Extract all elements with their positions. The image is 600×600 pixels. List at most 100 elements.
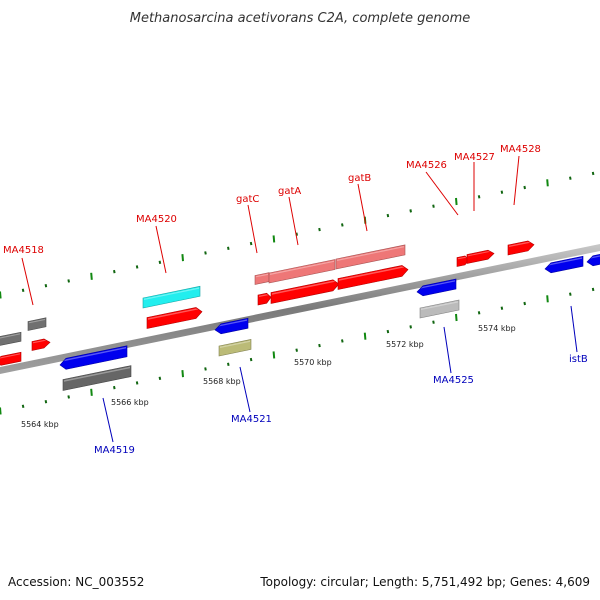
gene-label-gatc: gatC — [236, 194, 259, 205]
upper-scale-tick — [569, 176, 572, 180]
gene-feature-arrow[interactable] — [416, 278, 457, 297]
lower-scale-tick — [318, 343, 321, 348]
gene-feature-arrow[interactable] — [218, 339, 252, 357]
upper-scale-tick — [21, 288, 25, 293]
gene-feature-highlight — [548, 257, 582, 266]
gene-label-ma4527: MA4527 — [454, 152, 495, 163]
leader-ma4525 — [443, 326, 452, 374]
lower-scale-tick — [500, 306, 504, 310]
lower-scale-tick — [0, 407, 2, 415]
gene-feature-arrow[interactable] — [214, 317, 249, 335]
leader-ma4526 — [425, 171, 459, 216]
lower-scale-tick — [181, 370, 184, 378]
lower-scale-tick — [113, 385, 116, 390]
gene-feature-highlight — [218, 319, 247, 327]
lower-scale-tick — [158, 376, 162, 380]
gene-feature-highlight — [259, 294, 269, 297]
leader-ma4518 — [21, 257, 34, 306]
gene-label-ma4526: MA4526 — [406, 160, 447, 171]
leader-gata — [288, 196, 299, 246]
gene-feature-arrow[interactable] — [59, 345, 128, 370]
lower-scale-tick — [341, 339, 344, 343]
gene-feature-arrow[interactable] — [0, 331, 22, 346]
gene-feature-highlight — [0, 353, 20, 359]
gene-feature-arrow[interactable] — [31, 338, 51, 351]
lower-scale-tick — [204, 367, 207, 371]
gene-feature-highlight — [29, 319, 45, 324]
lower-scale-tick — [363, 332, 367, 340]
gene-feature-arrow[interactable] — [586, 253, 600, 267]
gene-feature-arrow[interactable] — [27, 317, 47, 331]
upper-scale-tick — [227, 246, 230, 250]
lower-scale-tick — [227, 362, 230, 366]
gene-feature-arrow[interactable] — [337, 265, 409, 290]
gene-feature-highlight — [33, 340, 47, 344]
gene-feature-arrow[interactable] — [544, 255, 584, 274]
gene-feature-arrow[interactable] — [142, 285, 201, 309]
upper-scale-tick — [432, 204, 435, 208]
lower-scale-tick — [569, 292, 572, 296]
gene-feature-highlight — [468, 251, 491, 257]
upper-scale-tick — [546, 179, 549, 187]
gene-feature-highlight — [144, 287, 199, 300]
scale-label-5570: 5570 kbp — [294, 358, 332, 367]
scale-label-5574: 5574 kbp — [478, 324, 516, 333]
gene-label-ma4518: MA4518 — [3, 245, 44, 256]
forward-gene-labels: MA4518 MA4520 gatC gatA gatB MA4526 MA45… — [3, 144, 541, 256]
lower-scale-tick — [409, 325, 412, 329]
gene-feature-arrow[interactable] — [268, 259, 336, 284]
lower-scale-tick — [455, 313, 458, 322]
map-title: Methanosarcina acetivorans C2A, complete… — [130, 11, 471, 26]
gene-label-ma4528: MA4528 — [500, 144, 541, 155]
lower-scale-tick — [44, 399, 48, 404]
leader-gatb — [357, 183, 368, 232]
upper-scale-tick — [341, 223, 344, 227]
upper-scale-tick — [0, 291, 2, 299]
upper-scale-tick — [295, 232, 298, 236]
gene-label-ma4519: MA4519 — [94, 445, 135, 456]
gene-feature-arrow[interactable] — [0, 351, 22, 366]
upper-scale-tick — [135, 265, 139, 269]
leader-ma4521 — [239, 366, 251, 413]
gene-label-gata: gatA — [278, 186, 301, 197]
genome-summary: Topology: circular; Length: 5,751,492 bp… — [259, 575, 590, 589]
upper-scale-tick — [272, 235, 276, 243]
upper-scale-tick — [409, 209, 412, 213]
gene-feature-arrow[interactable] — [419, 299, 460, 319]
gene-feature-arrow[interactable] — [507, 240, 535, 256]
lower-scale-tick — [546, 295, 549, 303]
reverse-gene-labels: MA4519 MA4521 MA4525 istB — [94, 354, 588, 456]
gene-feature-arrow[interactable] — [466, 249, 495, 264]
lower-scale-tick — [523, 301, 526, 306]
upper-scale-tick — [204, 251, 207, 255]
upper-scale-tick — [113, 269, 116, 274]
gene-feature-highlight — [509, 241, 531, 247]
gene-feature-arrow[interactable] — [335, 244, 406, 270]
upper-scale-tick — [455, 197, 458, 206]
gene-feature-arrow[interactable] — [62, 365, 132, 391]
gene-feature-highlight — [272, 280, 336, 295]
upper-scale-tick — [158, 260, 162, 264]
lower-scale-tick — [90, 388, 93, 396]
upper-scale-tick — [318, 227, 321, 232]
gene-feature-arrow[interactable] — [270, 279, 340, 304]
upper-scale-tick — [181, 254, 184, 262]
gene-feature-arrow[interactable] — [257, 292, 272, 306]
leader-ma4520 — [155, 225, 167, 274]
upper-scale-tick — [523, 185, 526, 190]
scale-label-5568: 5568 kbp — [203, 377, 241, 386]
lower-scale-tick — [432, 320, 435, 324]
lower-scale-tick — [591, 287, 595, 292]
gene-feature-highlight — [63, 347, 126, 362]
leader-gatc — [247, 204, 258, 254]
gene-label-gatb: gatB — [348, 173, 371, 184]
upper-scale-tick — [90, 272, 93, 280]
gene-label-istb: istB — [569, 354, 588, 365]
lower-scale-tick — [386, 329, 390, 334]
upper-scale-tick — [249, 241, 253, 246]
gene-feature-arrow[interactable] — [146, 307, 203, 329]
gene-feature-highlight — [458, 256, 467, 260]
scale-label-5572: 5572 kbp — [386, 340, 424, 349]
upper-scale-tick — [591, 171, 595, 176]
